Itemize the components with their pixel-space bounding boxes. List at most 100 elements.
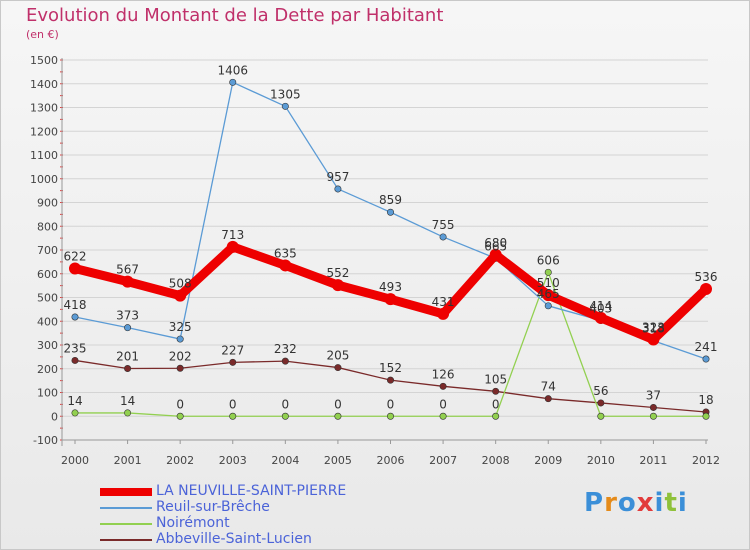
x-tick-label: 2003 (219, 454, 247, 467)
data-label: 105 (484, 372, 507, 386)
y-tick-label: 700 (37, 244, 58, 257)
data-point (544, 268, 552, 276)
x-tick-label: 2012 (692, 454, 720, 467)
data-point (649, 412, 657, 420)
data-label: 18 (698, 393, 713, 407)
y-tick-label: 500 (37, 292, 58, 305)
data-label: 56 (593, 384, 608, 398)
data-point (700, 282, 712, 295)
data-point (124, 409, 132, 417)
data-point (702, 412, 710, 420)
data-label: 373 (116, 309, 139, 323)
data-point (71, 356, 79, 364)
data-label: 414 (589, 299, 612, 313)
data-label: 0 (176, 397, 184, 411)
data-label: 152 (379, 361, 402, 375)
data-point (597, 399, 605, 407)
data-point (71, 313, 79, 321)
data-label: 1406 (217, 63, 248, 77)
data-label: 0 (492, 397, 500, 411)
x-tick-label: 2006 (377, 454, 405, 467)
y-tick-label: 300 (37, 339, 58, 352)
y-tick-label: 400 (37, 315, 58, 328)
data-point (492, 412, 500, 420)
data-label: 713 (221, 228, 244, 242)
data-label: 859 (379, 193, 402, 207)
data-point (121, 275, 134, 288)
data-point (597, 412, 605, 420)
data-point (386, 376, 394, 384)
data-point (229, 412, 237, 420)
x-tick-label: 2009 (534, 454, 562, 467)
data-point (702, 355, 710, 363)
data-point (176, 364, 184, 372)
data-label: 205 (326, 349, 349, 363)
y-tick-label: 1400 (30, 78, 58, 91)
chart-title: Evolution du Montant de la Dette par Hab… (26, 5, 444, 26)
data-point (544, 302, 552, 310)
data-point (229, 358, 237, 366)
data-point (124, 324, 132, 332)
data-point (69, 262, 81, 275)
data-point (649, 403, 657, 411)
logo-letter: i (677, 488, 688, 518)
data-label: 0 (334, 397, 342, 411)
data-label: 665 (484, 239, 507, 253)
data-label: 755 (432, 218, 455, 232)
legend-label: LA NEUVILLE-SAINT-PIERRE (156, 483, 347, 499)
data-point (281, 102, 289, 110)
legend-swatch (100, 539, 152, 541)
x-tick-label: 2007 (429, 454, 457, 467)
logo-letter: r (604, 488, 618, 518)
data-point (437, 307, 450, 320)
y-tick-label: 1200 (30, 125, 58, 138)
data-point (226, 240, 239, 253)
data-point (489, 248, 502, 261)
logo-letter: P (584, 488, 605, 518)
legend-swatch (100, 507, 152, 509)
data-label: 325 (169, 320, 192, 334)
data-point (439, 412, 447, 420)
logo-letter: x (636, 488, 655, 518)
data-point (386, 208, 394, 216)
logo-letter: o (617, 488, 637, 518)
data-point (71, 409, 79, 417)
data-label: 318 (642, 322, 665, 336)
data-label: 606 (537, 253, 560, 267)
data-label: 622 (64, 250, 87, 264)
data-label: 403 (589, 302, 612, 316)
legend-item-reuil: Reuil-sur-Brêche (100, 499, 400, 516)
data-point (334, 412, 342, 420)
data-point (176, 412, 184, 420)
y-tick-label: 800 (37, 220, 58, 233)
legend-swatch (100, 488, 152, 496)
data-point (544, 395, 552, 403)
data-label: 0 (282, 397, 290, 411)
data-label: 493 (379, 280, 402, 294)
data-point (124, 365, 132, 373)
data-point (281, 412, 289, 420)
data-point (384, 293, 397, 306)
data-label: 536 (695, 270, 718, 284)
legend-label: Reuil-sur-Brêche (156, 499, 270, 515)
y-tick-label: 900 (37, 197, 58, 210)
data-label: 241 (695, 340, 718, 354)
data-label: 680 (484, 236, 507, 250)
x-tick-label: 2005 (324, 454, 352, 467)
proxiti-logo: Proxiti (584, 488, 688, 518)
data-point (334, 364, 342, 372)
logo-letter: i (654, 488, 665, 518)
legend-label: Abbeville-Saint-Lucien (156, 531, 312, 547)
x-tick-label: 2011 (639, 454, 667, 467)
y-tick-label: 1300 (30, 102, 58, 115)
legend-item-la-neuville: LA NEUVILLE-SAINT-PIERRE (100, 483, 400, 500)
data-point (176, 335, 184, 343)
y-tick-label: 200 (37, 363, 58, 376)
data-label: 14 (67, 394, 82, 408)
data-label: 0 (439, 397, 447, 411)
data-label: 232 (274, 342, 297, 356)
y-tick-label: 1500 (30, 54, 58, 67)
legend-swatch (100, 523, 152, 525)
data-point (439, 382, 447, 390)
